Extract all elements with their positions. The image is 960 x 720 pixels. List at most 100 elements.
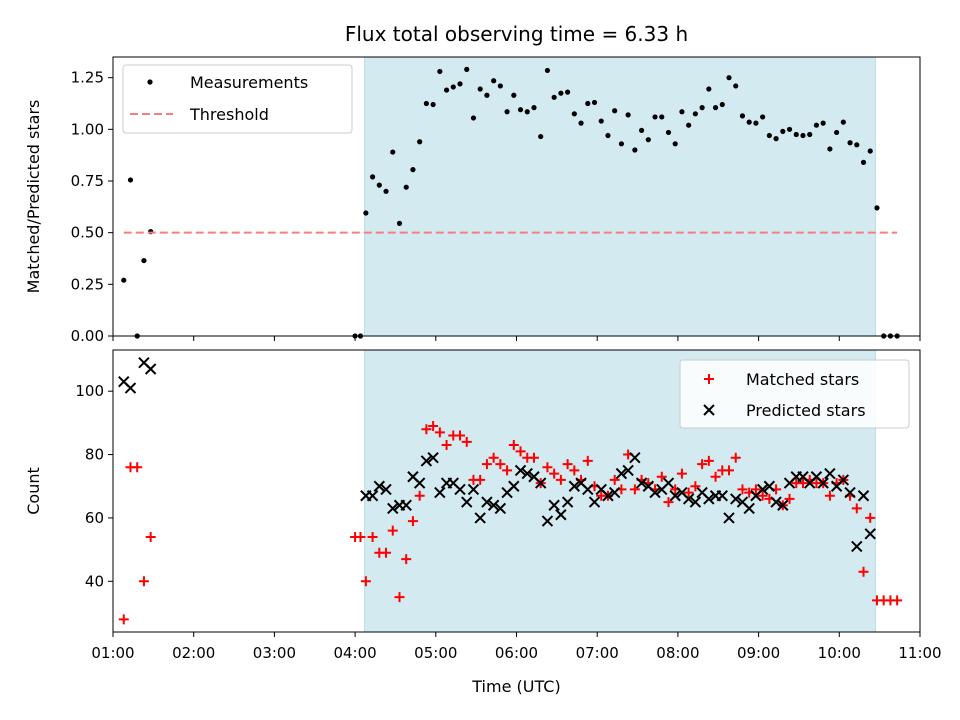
matched-stars-point	[858, 566, 869, 577]
x-tick-label: 08:00	[656, 644, 699, 662]
predicted-stars-point	[535, 477, 547, 489]
measurement-point	[437, 68, 443, 75]
measurement-point	[551, 94, 557, 100]
measurement-point	[659, 114, 665, 120]
y-tick-label: 1.00	[71, 120, 104, 138]
matched-stars-point	[414, 490, 425, 501]
predicted-stars-point	[387, 502, 399, 515]
predicted-stars-point	[494, 502, 507, 515]
x-tick-label: 11:00	[898, 644, 941, 662]
predicted-stars-point	[582, 483, 594, 496]
measurement-point	[571, 111, 577, 117]
predicted-stars-point	[467, 483, 480, 496]
measurement-point	[127, 177, 134, 183]
legend-threshold-label: Threshold	[189, 105, 269, 124]
predicted-stars-point	[730, 493, 742, 505]
measurement-point	[470, 115, 477, 121]
measurement-point	[524, 109, 530, 115]
predicted-stars-point	[837, 474, 850, 486]
measurement-point	[484, 92, 490, 98]
predicted-stars-point	[817, 477, 829, 489]
measurement-point	[578, 120, 584, 126]
measurement-point	[544, 67, 551, 74]
predicted-stars-point	[608, 486, 621, 499]
predicted-stars-point	[561, 496, 574, 508]
measurement-point	[585, 100, 591, 107]
predicted-stars-point	[548, 499, 560, 511]
y-axis-label: Matched/Predicted stars	[24, 100, 43, 294]
measurement-point	[726, 75, 732, 81]
legend-matched-marker	[704, 374, 714, 384]
matched-stars-point	[710, 471, 721, 482]
matched-stars-point	[118, 614, 129, 625]
matched-stars-point	[757, 490, 768, 501]
matched-stars-point	[683, 487, 694, 498]
y-tick-label: 100	[75, 382, 104, 400]
measurement-point	[410, 167, 416, 173]
measurement-point	[632, 147, 638, 153]
measurement-point	[558, 90, 564, 96]
predicted-stars-point	[514, 464, 527, 477]
x-tick-label: 05:00	[414, 644, 457, 662]
measurement-point	[786, 126, 793, 132]
matched-stars-point	[629, 484, 640, 495]
predicted-stars-point	[649, 486, 661, 499]
matched-stars-point	[703, 455, 714, 466]
matched-stars-point	[461, 436, 472, 447]
measurement-point	[665, 129, 672, 136]
measurement-point	[464, 66, 470, 72]
predicted-stars-point	[851, 540, 863, 553]
predicted-stars-point	[864, 528, 876, 540]
measurement-point	[793, 131, 799, 138]
measurement-point	[383, 188, 389, 194]
measurement-point	[598, 118, 604, 124]
measurement-point	[753, 120, 759, 126]
matched-stars-point	[145, 531, 156, 542]
measurement-point	[618, 141, 625, 147]
measurement-point	[591, 99, 598, 106]
measurement-point	[457, 81, 463, 87]
predicted-stars-point	[716, 490, 728, 502]
x-tick-label: 04:00	[333, 644, 376, 662]
measurement-point	[423, 100, 429, 107]
measurement-point	[733, 83, 739, 89]
predicted-stars-point	[635, 477, 648, 489]
predicted-stars-point	[844, 486, 856, 499]
measurement-point	[719, 101, 725, 108]
matched-stars-point	[528, 452, 539, 463]
measurement-point	[800, 132, 806, 139]
measurement-point	[141, 257, 147, 264]
matched-stars-point	[676, 468, 687, 479]
predicted-stars-point	[622, 464, 634, 477]
measurement-point	[813, 122, 820, 128]
matched-stars-point	[784, 493, 795, 504]
matched-stars-point	[502, 465, 513, 476]
matched-stars-point	[824, 490, 835, 501]
flux-ratio-panel: 0.00 0.25 0.50 0.75 1.00 1.25 Matched/Predicte…	[24, 22, 921, 345]
measurement-point	[390, 149, 396, 155]
matched-stars-point	[132, 462, 143, 473]
predicted-stars-point	[427, 452, 439, 464]
predicted-stars-point	[555, 509, 567, 521]
legend-predicted-marker	[703, 404, 715, 416]
measurement-point	[874, 205, 880, 211]
matched-stars-point	[549, 468, 560, 479]
predicted-stars-point	[373, 480, 386, 492]
measurement-point	[780, 128, 786, 134]
y-axis-label: Count	[24, 467, 43, 515]
measurement-point	[612, 108, 618, 114]
x-tick-label: 01:00	[91, 644, 134, 662]
predicted-stars-point	[124, 382, 137, 394]
matched-stars-point	[542, 462, 553, 473]
matched-stars-point	[892, 595, 903, 606]
measurement-point	[497, 83, 503, 89]
legend-predicted-label: Predicted stars	[746, 401, 866, 420]
predicted-stars-point	[541, 515, 554, 527]
measurement-point	[692, 111, 698, 117]
predicted-stars-point	[588, 496, 601, 508]
measurement-point	[827, 146, 833, 152]
legend-measurement-marker	[147, 79, 153, 85]
matched-stars-point	[421, 424, 432, 435]
predicted-stars-point	[602, 490, 614, 502]
measurement-point	[369, 174, 376, 180]
